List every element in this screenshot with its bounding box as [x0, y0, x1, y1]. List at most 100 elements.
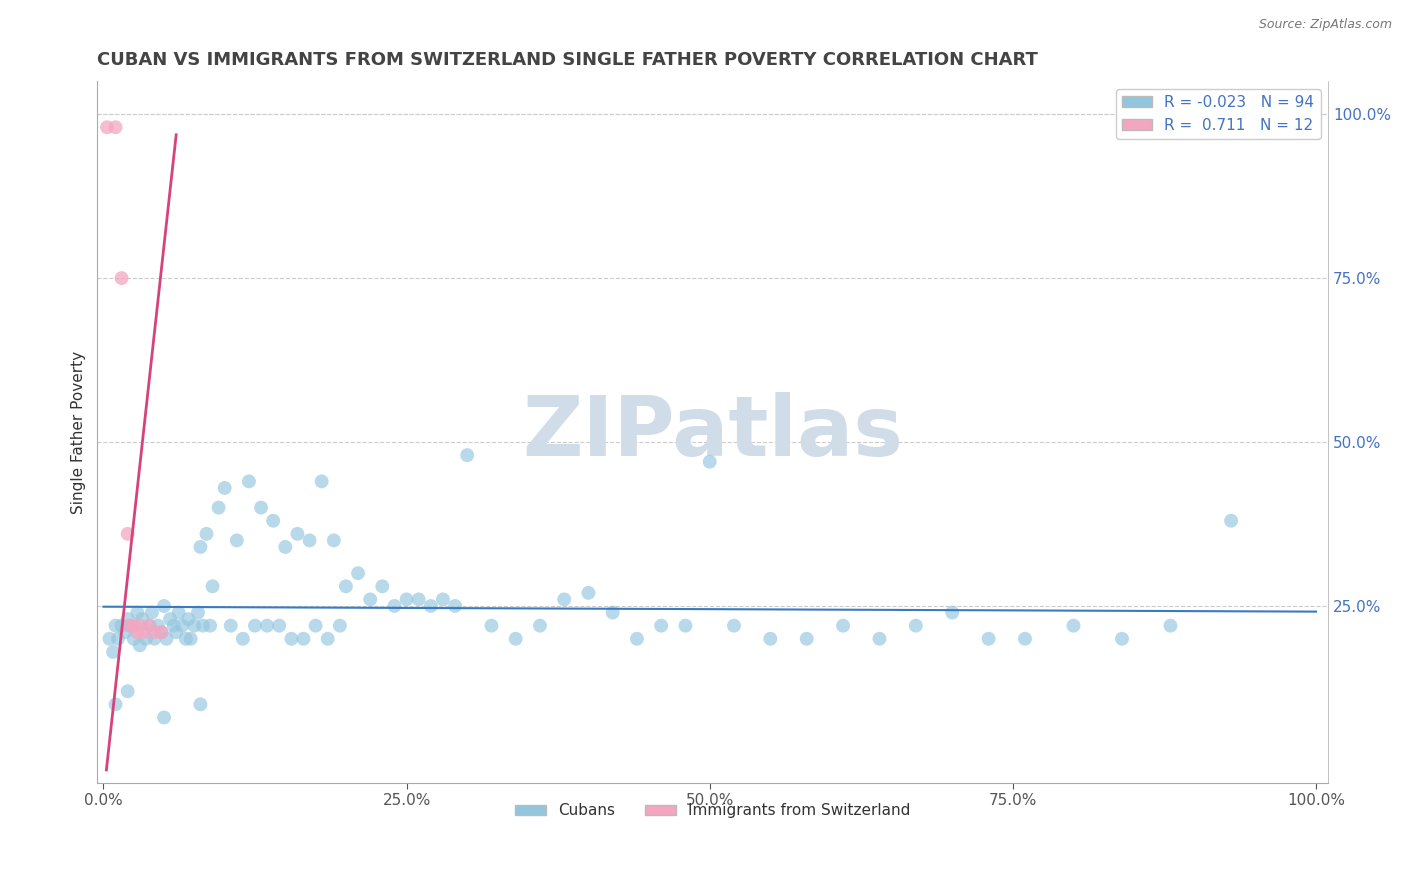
Point	[1160, 618, 1182, 632]
Point	[626, 632, 648, 646]
Point	[292, 632, 315, 646]
Point	[347, 566, 370, 581]
Legend: Cubans, Immigrants from Switzerland: Cubans, Immigrants from Switzerland	[509, 797, 917, 824]
Point	[250, 500, 273, 515]
Text: Source: ZipAtlas.com: Source: ZipAtlas.com	[1258, 18, 1392, 31]
Point	[128, 638, 150, 652]
Point	[675, 618, 697, 632]
Point	[238, 475, 260, 489]
Point	[650, 618, 672, 632]
Point	[311, 475, 333, 489]
Point	[335, 579, 357, 593]
Point	[180, 632, 202, 646]
Point	[201, 579, 224, 593]
Point	[904, 618, 927, 632]
Point	[187, 606, 209, 620]
Point	[359, 592, 381, 607]
Point	[869, 632, 891, 646]
Point	[143, 625, 166, 640]
Point	[977, 632, 1000, 646]
Point	[138, 618, 160, 632]
Point	[135, 632, 157, 646]
Point	[117, 612, 139, 626]
Point	[127, 625, 149, 640]
Point	[132, 625, 155, 640]
Point	[153, 710, 176, 724]
Text: ZIPatlas: ZIPatlas	[522, 392, 903, 473]
Point	[128, 618, 150, 632]
Point	[723, 618, 745, 632]
Point	[232, 632, 254, 646]
Point	[1111, 632, 1133, 646]
Point	[110, 271, 132, 285]
Point	[96, 120, 118, 135]
Point	[146, 618, 169, 632]
Point	[444, 599, 467, 613]
Point	[395, 592, 418, 607]
Point	[101, 645, 124, 659]
Point	[174, 632, 197, 646]
Point	[127, 606, 149, 620]
Point	[177, 612, 200, 626]
Point	[141, 606, 163, 620]
Point	[262, 514, 284, 528]
Point	[98, 632, 121, 646]
Point	[280, 632, 302, 646]
Point	[159, 612, 181, 626]
Point	[699, 455, 721, 469]
Point	[456, 448, 478, 462]
Point	[432, 592, 454, 607]
Point	[190, 540, 212, 554]
Point	[219, 618, 242, 632]
Point	[138, 618, 160, 632]
Point	[287, 526, 309, 541]
Point	[190, 698, 212, 712]
Point	[150, 625, 173, 640]
Point	[150, 625, 173, 640]
Point	[114, 625, 136, 640]
Point	[191, 618, 214, 632]
Point	[183, 618, 205, 632]
Point	[214, 481, 236, 495]
Point	[163, 618, 186, 632]
Point	[104, 120, 127, 135]
Point	[117, 684, 139, 698]
Point	[408, 592, 430, 607]
Point	[481, 618, 503, 632]
Point	[195, 526, 218, 541]
Point	[505, 632, 527, 646]
Point	[225, 533, 247, 548]
Point	[207, 500, 229, 515]
Point	[120, 618, 142, 632]
Point	[1220, 514, 1243, 528]
Point	[832, 618, 855, 632]
Point	[110, 618, 132, 632]
Point	[120, 618, 142, 632]
Point	[796, 632, 818, 646]
Point	[172, 618, 194, 632]
Point	[384, 599, 406, 613]
Point	[553, 592, 575, 607]
Point	[269, 618, 291, 632]
Point	[155, 632, 177, 646]
Point	[131, 612, 153, 626]
Point	[578, 586, 600, 600]
Point	[104, 698, 127, 712]
Point	[143, 632, 166, 646]
Point	[529, 618, 551, 632]
Point	[371, 579, 394, 593]
Point	[122, 632, 145, 646]
Point	[104, 618, 127, 632]
Y-axis label: Single Father Poverty: Single Father Poverty	[72, 351, 86, 514]
Point	[107, 632, 129, 646]
Point	[167, 606, 190, 620]
Point	[1014, 632, 1036, 646]
Point	[165, 625, 187, 640]
Point	[329, 618, 352, 632]
Point	[419, 599, 441, 613]
Point	[198, 618, 221, 632]
Point	[298, 533, 321, 548]
Point	[243, 618, 266, 632]
Point	[316, 632, 339, 646]
Point	[122, 618, 145, 632]
